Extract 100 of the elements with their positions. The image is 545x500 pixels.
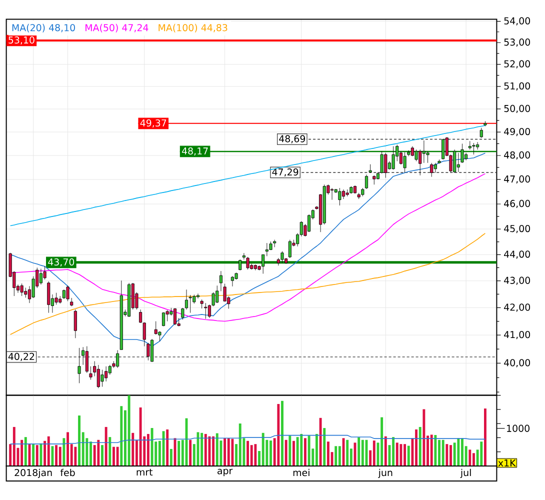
bar <box>20 440 24 466</box>
candlestick <box>262 254 265 274</box>
bar <box>178 440 180 466</box>
bar <box>468 450 472 466</box>
y-tick-label: 54,00 <box>504 17 530 26</box>
candlestick <box>104 366 108 382</box>
candlestick <box>364 174 368 190</box>
text: MA(20) 48,10 <box>12 24 75 32</box>
bar <box>108 437 112 466</box>
candlestick <box>422 140 426 164</box>
bar <box>170 448 172 466</box>
bar <box>238 423 242 466</box>
ref-line-label: 48,69 <box>279 135 306 144</box>
bar <box>396 442 398 466</box>
bar <box>132 432 134 466</box>
bar <box>372 440 376 466</box>
bar <box>231 438 234 466</box>
bar <box>32 444 35 466</box>
bar <box>404 444 406 466</box>
bar <box>461 438 464 466</box>
bar <box>166 429 169 466</box>
candlestick <box>150 338 154 362</box>
candlestick <box>204 302 208 320</box>
bar <box>415 429 418 466</box>
candlestick <box>154 321 158 335</box>
bar <box>392 437 395 466</box>
bar <box>400 444 402 466</box>
bar <box>101 445 104 466</box>
candlestick <box>288 240 292 258</box>
bar <box>250 445 253 466</box>
bar <box>277 404 280 466</box>
candlestick <box>308 214 311 232</box>
candlestick <box>230 276 234 287</box>
bar <box>334 446 338 466</box>
x-tick-label: mei <box>293 468 310 476</box>
candlestick <box>384 152 388 178</box>
bar <box>361 440 364 466</box>
y-tick-label: 43,00 <box>504 276 530 285</box>
bar <box>62 438 66 466</box>
bar <box>480 442 483 466</box>
candlestick <box>476 142 480 150</box>
bar <box>51 446 54 466</box>
bar <box>262 432 264 466</box>
bar <box>407 446 410 466</box>
bar <box>281 400 284 466</box>
bar <box>12 426 16 466</box>
text: 1000 <box>507 424 530 432</box>
x-tick-label: jun <box>378 468 392 478</box>
candlestick <box>338 188 342 206</box>
candlestick <box>430 162 434 178</box>
x-tick-label: apr <box>218 468 233 476</box>
bar <box>47 436 50 466</box>
y-tick-label: 44,00 <box>504 250 530 259</box>
bar <box>457 438 460 466</box>
bar <box>189 440 192 466</box>
bar <box>430 434 433 466</box>
candlestick <box>246 256 250 270</box>
candlestick <box>166 310 169 322</box>
candlestick <box>158 330 162 342</box>
candlestick <box>116 350 120 368</box>
candlestick <box>456 152 460 172</box>
bar <box>104 426 108 466</box>
bar <box>200 432 204 466</box>
bar <box>380 417 384 466</box>
candlestick <box>330 188 334 200</box>
bar <box>40 443 42 466</box>
ref-line-label: 40,22 <box>8 352 34 362</box>
bar <box>90 442 92 466</box>
bar <box>450 445 452 466</box>
candlestick <box>453 149 456 173</box>
text: MA(100) 44,83 <box>158 24 228 32</box>
y-tick-label: 42,00 <box>504 304 530 312</box>
bar <box>270 440 272 466</box>
bar <box>346 440 349 466</box>
ref-line-label: 47,29 <box>272 168 298 177</box>
candlestick <box>74 309 77 338</box>
ref-line-label: 48,17 <box>182 147 208 156</box>
bar <box>55 445 58 466</box>
candlestick <box>100 370 104 387</box>
bar <box>58 446 62 466</box>
candlestick <box>89 366 92 380</box>
bar <box>442 440 444 466</box>
bar <box>36 445 38 466</box>
candlestick <box>472 142 476 155</box>
bar <box>472 453 475 466</box>
y-tick-label: 51,00 <box>504 82 530 90</box>
y-tick-label: 53,00 <box>504 38 530 47</box>
bar <box>150 428 154 466</box>
bar <box>204 434 207 466</box>
bar <box>216 433 218 466</box>
text: MA(50) 47,24 <box>86 24 148 32</box>
candlestick <box>480 128 483 138</box>
bar <box>74 446 77 466</box>
bar <box>246 440 249 466</box>
bar <box>292 440 295 466</box>
candlestick <box>39 268 42 285</box>
y-tick-label: 49,00 <box>504 128 530 136</box>
y-tick-label: 50,00 <box>504 104 530 114</box>
bar <box>418 426 422 466</box>
bar <box>112 446 115 466</box>
